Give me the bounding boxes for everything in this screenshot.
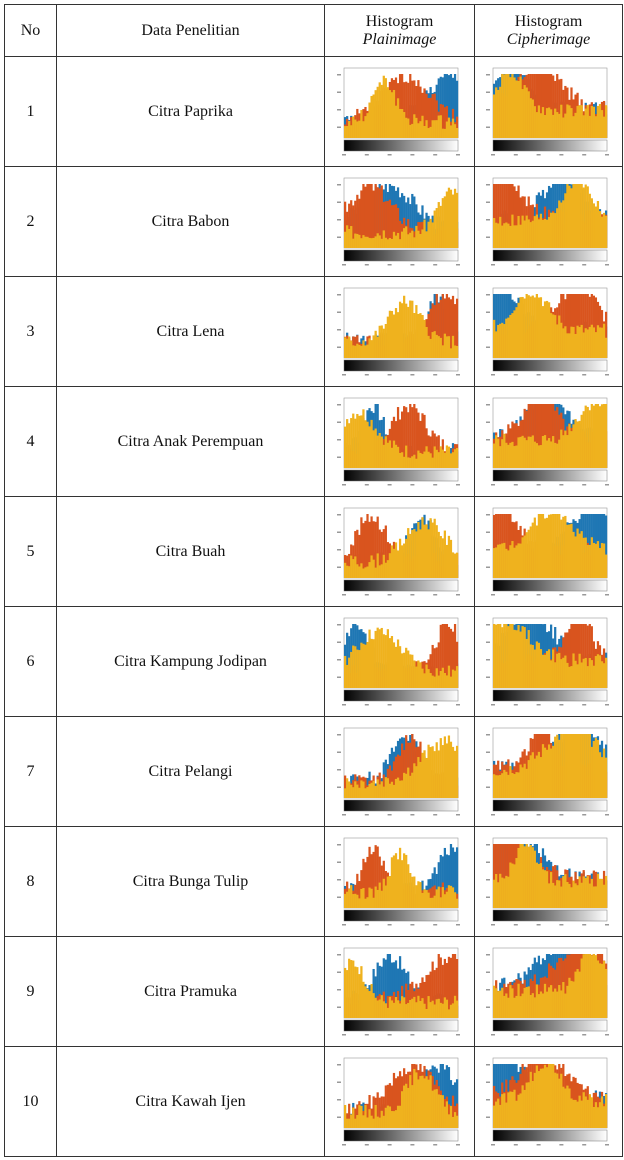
histogram-cipher-cell	[474, 276, 623, 387]
table-row: 8 Citra Bunga Tulip	[4, 826, 623, 937]
histogram-plain-cell	[324, 936, 475, 1047]
histogram-cipher-image	[485, 177, 609, 265]
histogram-plain-image	[336, 507, 460, 595]
histogram-plain-cell	[324, 496, 475, 607]
histogram-cipher-image	[485, 947, 609, 1035]
histogram-cipher-image	[485, 67, 609, 155]
header-plain-line2: Plainimage	[362, 30, 437, 48]
histogram-cipher-cell	[474, 716, 623, 827]
histogram-cipher-image	[485, 837, 609, 925]
histogram-cipher-image	[485, 727, 609, 815]
row-number: 4	[4, 386, 57, 497]
table-row: 9 Citra Pramuka	[4, 936, 623, 1047]
histogram-plain-cell	[324, 386, 475, 497]
histogram-plain-cell	[324, 716, 475, 827]
table-row: 4 Citra Anak Perempuan	[4, 386, 623, 497]
row-number: 7	[4, 716, 57, 827]
header-cipher: Histogram Cipherimage	[474, 4, 623, 57]
row-number: 8	[4, 826, 57, 937]
histogram-plain-cell	[324, 826, 475, 937]
histogram-cipher-image	[485, 617, 609, 705]
row-name: Citra Pramuka	[56, 936, 325, 1047]
histogram-plain-cell	[324, 606, 475, 717]
header-cipher-line2: Cipherimage	[506, 30, 591, 48]
histogram-plain-image	[336, 947, 460, 1035]
histogram-cipher-cell	[474, 496, 623, 607]
header-plain-line1: Histogram	[365, 12, 434, 30]
row-name: Citra Lena	[56, 276, 325, 387]
table-row: 10 Citra Kawah Ijen	[4, 1046, 623, 1157]
row-number: 1	[4, 56, 57, 167]
row-name: Citra Babon	[56, 166, 325, 277]
header-plain: Histogram Plainimage	[324, 4, 475, 57]
histogram-cipher-cell	[474, 606, 623, 717]
histogram-plain-cell	[324, 276, 475, 387]
histogram-cipher-image	[485, 507, 609, 595]
header-row: No Data Penelitian Histogram Plainimage …	[4, 4, 623, 57]
histogram-cipher-cell	[474, 1046, 623, 1157]
header-data: Data Penelitian	[56, 4, 325, 57]
row-name: Citra Buah	[56, 496, 325, 607]
histogram-cipher-cell	[474, 826, 623, 937]
row-name: Citra Kampung Jodipan	[56, 606, 325, 717]
row-number: 3	[4, 276, 57, 387]
histogram-plain-cell	[324, 56, 475, 167]
histogram-plain-image	[336, 837, 460, 925]
row-number: 10	[4, 1046, 57, 1157]
histogram-cipher-cell	[474, 936, 623, 1047]
row-number: 2	[4, 166, 57, 277]
histogram-cipher-image	[485, 397, 609, 485]
histogram-plain-image	[336, 1057, 460, 1145]
table-row: 3 Citra Lena	[4, 276, 623, 387]
header-no: No	[4, 4, 57, 57]
histogram-plain-image	[336, 617, 460, 705]
row-name: Citra Anak Perempuan	[56, 386, 325, 497]
histogram-table: No Data Penelitian Histogram Plainimage …	[4, 4, 623, 1157]
row-name: Citra Paprika	[56, 56, 325, 167]
histogram-cipher-image	[485, 1057, 609, 1145]
row-number: 9	[4, 936, 57, 1047]
table-row: 1 Citra Paprika	[4, 56, 623, 167]
row-name: Citra Kawah Ijen	[56, 1046, 325, 1157]
histogram-cipher-cell	[474, 56, 623, 167]
histogram-plain-cell	[324, 166, 475, 277]
histogram-plain-image	[336, 727, 460, 815]
table-row: 5 Citra Buah	[4, 496, 623, 607]
row-number: 5	[4, 496, 57, 607]
histogram-cipher-cell	[474, 386, 623, 497]
histogram-cipher-cell	[474, 166, 623, 277]
histogram-cipher-image	[485, 287, 609, 375]
table-row: 2 Citra Babon	[4, 166, 623, 277]
row-name: Citra Pelangi	[56, 716, 325, 827]
table-row: 6 Citra Kampung Jodipan	[4, 606, 623, 717]
histogram-plain-image	[336, 67, 460, 155]
histogram-plain-image	[336, 177, 460, 265]
histogram-plain-cell	[324, 1046, 475, 1157]
histogram-plain-image	[336, 397, 460, 485]
row-name: Citra Bunga Tulip	[56, 826, 325, 937]
header-cipher-line1: Histogram	[514, 12, 583, 30]
row-number: 6	[4, 606, 57, 717]
table-row: 7 Citra Pelangi	[4, 716, 623, 827]
histogram-plain-image	[336, 287, 460, 375]
